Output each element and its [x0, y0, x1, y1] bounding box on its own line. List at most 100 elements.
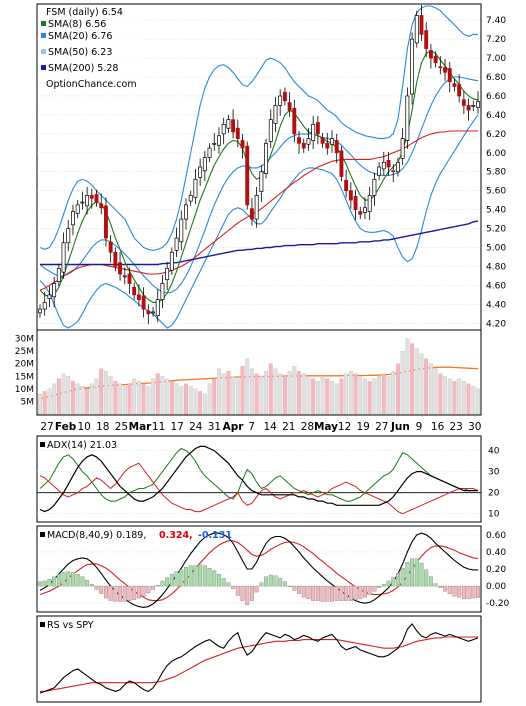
- volume-bar: [367, 381, 372, 415]
- price-legend-title: FSM (daily) 6.54: [46, 7, 123, 18]
- macd-histogram-bar: [325, 585, 330, 602]
- macd-histogram-bar: [212, 570, 217, 587]
- rs-legend-swatch: [40, 622, 45, 627]
- volume-bar: [330, 381, 334, 415]
- candle-body: [132, 286, 137, 296]
- candle-body: [136, 294, 141, 300]
- macd-histogram-bar: [94, 585, 99, 590]
- indicator-lines: [39, 49, 479, 694]
- macd-histogram-bar: [245, 585, 250, 606]
- macd-histogram-bar: [386, 580, 391, 587]
- adx-tick-label: 20: [488, 489, 500, 499]
- sma20-line: [39, 76, 479, 294]
- rs-line: [39, 623, 479, 694]
- volume-bar: [226, 371, 231, 415]
- candle-body: [89, 195, 94, 199]
- volume-bar: [353, 373, 358, 415]
- price-tick-label: 5.80: [486, 168, 506, 178]
- candle-body: [160, 283, 165, 300]
- volume-bar: [71, 381, 75, 415]
- macd-histogram-bar: [75, 573, 80, 587]
- volume-bars: [38, 338, 480, 415]
- sma200-line: [40, 220, 479, 266]
- candle-body: [38, 308, 42, 314]
- volume-bar: [301, 373, 306, 415]
- candle-body: [443, 67, 447, 73]
- macd-histogram-bar: [471, 585, 476, 599]
- price-tick-label: 7.00: [486, 54, 506, 64]
- macd-histogram-bar: [108, 585, 113, 601]
- candle-body: [273, 105, 278, 124]
- volume-bar: [264, 371, 269, 415]
- volume-bar: [75, 383, 80, 415]
- macd-histogram-bar: [80, 576, 85, 587]
- legend-swatch-sma200: [41, 65, 46, 70]
- x-tick-label: 7: [248, 421, 255, 433]
- macd-histogram-bar: [433, 583, 438, 587]
- price-tick-label: 5.40: [486, 206, 506, 216]
- candle-body: [226, 119, 231, 129]
- volume-bar: [42, 391, 47, 415]
- macd-histogram-bar: [71, 572, 75, 587]
- volume-bar: [395, 363, 400, 415]
- volume-bar: [268, 363, 273, 415]
- volume-bar: [287, 371, 292, 415]
- x-tick-label: 30: [468, 421, 481, 433]
- legend-swatch-sma20: [41, 33, 46, 38]
- price-tick-label: 4.20: [486, 319, 506, 329]
- macd-histogram-bar: [249, 585, 254, 601]
- macd-histogram: [38, 558, 480, 606]
- macd-histogram-bar: [179, 569, 184, 587]
- bollinger-bands: [39, 5, 479, 329]
- sma50-line: [39, 130, 478, 291]
- volume-bar: [146, 386, 151, 415]
- volume-bar: [410, 343, 415, 415]
- volume-bar: [457, 378, 462, 415]
- candle-body: [391, 170, 396, 173]
- candle-body: [320, 137, 325, 144]
- macd-legend: MACD(8,40,9) 0.189, 0.324, -0.131: [40, 530, 232, 541]
- macd-histogram-bar: [169, 573, 174, 587]
- volume-bar: [339, 378, 344, 415]
- candle-body: [297, 137, 301, 144]
- macd-histogram-bar: [282, 581, 287, 587]
- macd-histogram-bar: [377, 585, 382, 588]
- volume-bar: [405, 338, 410, 415]
- volume-bar: [325, 378, 330, 415]
- candle-body: [461, 99, 466, 106]
- candle-body: [476, 101, 480, 108]
- volume-bar: [235, 378, 240, 415]
- volume-bar: [151, 378, 155, 415]
- volume-bar: [461, 381, 466, 415]
- adx-tick-label: 30: [488, 468, 500, 478]
- macd-histogram-bar: [461, 585, 466, 600]
- macd-histogram-bar: [268, 574, 273, 587]
- macd-histogram-bar: [56, 573, 61, 587]
- volume-bar: [311, 378, 316, 415]
- volume-bar: [428, 363, 433, 415]
- volume-bar: [198, 391, 203, 415]
- macd-histogram-bar: [297, 585, 301, 594]
- volume-bar: [103, 371, 108, 415]
- candle-body: [334, 140, 339, 154]
- volume-bar: [400, 350, 405, 415]
- x-tick-label: Mar: [129, 421, 153, 433]
- volume-bar: [52, 383, 57, 415]
- volume-bar: [414, 348, 419, 415]
- volume-bar: [56, 378, 61, 415]
- macd-histogram-bar: [330, 585, 334, 602]
- volume-bar: [61, 373, 66, 415]
- x-tick-label: 27: [375, 421, 388, 433]
- volume-bar: [217, 368, 221, 415]
- macd-tick-label: 0.00: [486, 582, 506, 592]
- macd-histogram-bar: [476, 585, 480, 598]
- candle-body: [151, 311, 155, 314]
- volume-bar: [391, 371, 396, 415]
- x-tick-label: 10: [78, 421, 91, 433]
- macd-histogram-bar: [315, 585, 320, 601]
- price-tick-label: 4.60: [486, 281, 506, 291]
- x-tick-label: 23: [450, 421, 463, 433]
- macd-histogram-bar: [457, 585, 462, 598]
- macd-histogram-bar: [136, 585, 141, 599]
- x-tick-label: 25: [115, 421, 128, 433]
